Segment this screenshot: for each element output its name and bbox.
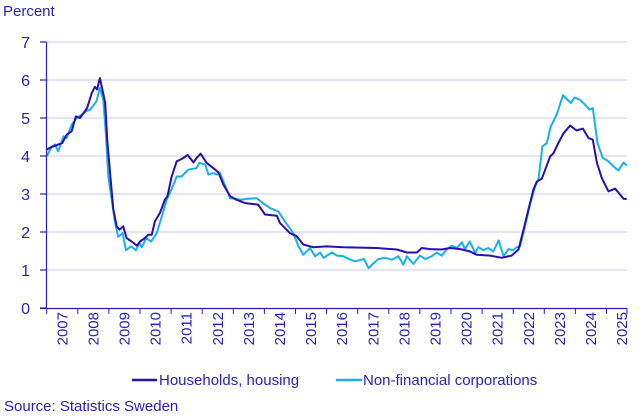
x-axis-ticks: 2007 2008 2009 2010 2011 2012 2013 2014 2015 2016…: [46, 308, 631, 345]
x-tick-label: 2018: [396, 312, 413, 345]
y-tick-label: 7: [21, 35, 30, 52]
x-tick-label: 2012: [210, 312, 227, 345]
x-tick-label: 2023: [552, 312, 569, 345]
x-tick-label: 2008: [85, 312, 102, 345]
y-tick-label: 3: [21, 187, 30, 204]
y-tick-label: 0: [21, 301, 30, 318]
x-tick-label: 2007: [54, 312, 71, 345]
x-tick-label: 2011: [179, 312, 196, 344]
x-tick-label: 2022: [521, 312, 538, 345]
x-tick-label: 2024: [583, 312, 600, 345]
x-tick-label: 2015: [303, 312, 320, 345]
y-tick-label: 1: [21, 263, 30, 280]
series-lines: [45, 77, 628, 270]
y-tick-label: 6: [21, 73, 30, 90]
x-tick-label: 2019: [427, 312, 444, 345]
y-tick-label: 4: [21, 149, 30, 166]
x-tick-label: 2016: [334, 312, 351, 345]
y-axis-ticks: 0 1 2 3 4 5 6 7: [21, 35, 47, 318]
y-axis-label: Percent: [3, 3, 56, 20]
x-tick-label: 2013: [241, 312, 258, 345]
y-tick-label: 5: [21, 111, 30, 128]
x-tick-label: 2010: [148, 312, 165, 345]
legend: Households, housing Non-financial corpor…: [132, 372, 537, 389]
y-tick-label: 2: [21, 225, 30, 242]
source-note: Source: Statistics Sweden: [4, 398, 178, 415]
gridlines: [46, 41, 627, 271]
x-tick-label: 2021: [490, 312, 507, 345]
x-tick-label: 2025: [614, 312, 631, 345]
legend-label-households: Households, housing: [159, 372, 299, 389]
x-tick-label: 2017: [365, 312, 382, 345]
x-tick-label: 2020: [459, 312, 476, 345]
x-tick-label: 2014: [272, 312, 289, 345]
series-line-nfc: [45, 87, 628, 270]
legend-label-nfc: Non-financial corporations: [363, 372, 537, 389]
x-tick-label: 2009: [116, 312, 133, 345]
series-line-households: [46, 77, 627, 259]
